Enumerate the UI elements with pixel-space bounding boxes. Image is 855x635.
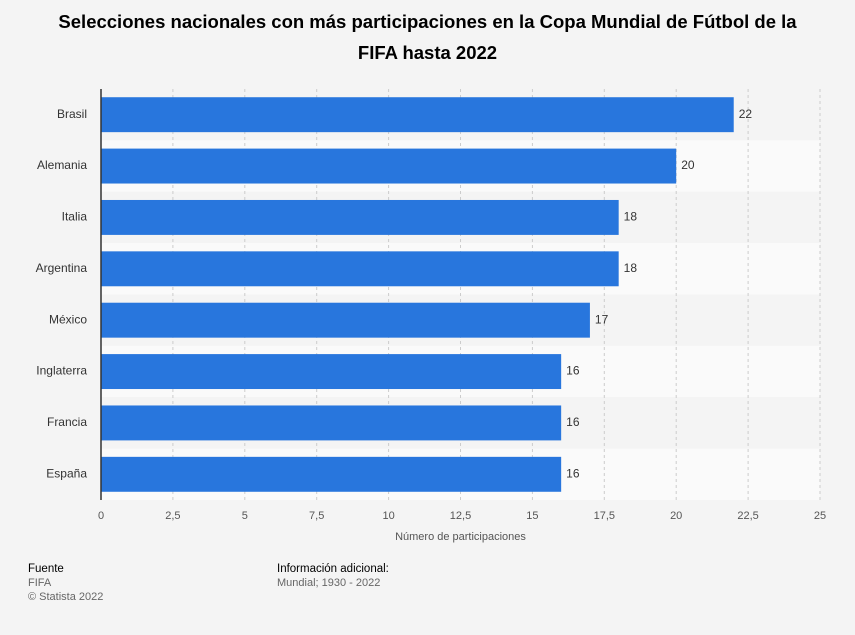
value-label: 20: [681, 158, 695, 172]
x-tick-label: 5: [242, 510, 248, 522]
value-label: 16: [566, 466, 580, 480]
x-tick-label: 12,5: [450, 510, 471, 522]
x-tick-label: 0: [98, 510, 104, 522]
y-tick-label: Argentina: [36, 261, 88, 275]
x-axis-title: Número de participaciones: [395, 531, 526, 543]
y-tick-label: México: [49, 312, 87, 326]
value-label: 22: [739, 107, 753, 121]
x-tick-label: 20: [670, 510, 682, 522]
source-block: Fuente FIFA © Statista 2022: [28, 562, 103, 604]
bar: [101, 405, 562, 441]
y-tick-label: España: [46, 466, 87, 480]
bar: [101, 456, 562, 492]
info-block: Información adicional: Mundial; 1930 - 2…: [277, 562, 389, 590]
x-tick-label: 25: [814, 510, 826, 522]
x-tick-label: 17,5: [594, 510, 615, 522]
source-label: Fuente: [28, 563, 64, 575]
value-label: 18: [624, 261, 638, 275]
bar: [101, 199, 619, 235]
y-tick-label: Inglaterra: [36, 364, 87, 378]
x-tick-label: 10: [382, 510, 394, 522]
info: Mundial; 1930 - 2022: [277, 577, 381, 589]
bar: [101, 97, 734, 133]
x-tick-label: 15: [526, 510, 538, 522]
chart-title: Selecciones nacionales con más participa…: [58, 11, 797, 63]
x-tick-label: 22,5: [737, 510, 758, 522]
bar: [101, 354, 562, 390]
y-tick-label: Francia: [47, 415, 87, 429]
bar: [101, 251, 619, 287]
value-label: 16: [566, 364, 580, 378]
value-label: 16: [566, 415, 580, 429]
source: FIFA: [28, 577, 52, 589]
x-tick-label: 7,5: [309, 510, 324, 522]
value-label: 18: [624, 210, 638, 224]
bar: [101, 302, 590, 338]
y-tick-label: Brasil: [57, 107, 87, 121]
bar: [101, 148, 677, 184]
value-label: 17: [595, 312, 609, 326]
y-tick-label: Alemania: [37, 158, 87, 172]
x-tick-label: 2,5: [165, 510, 180, 522]
info-label: Información adicional:: [277, 563, 389, 575]
y-tick-label: Italia: [62, 210, 88, 224]
chart: 0 2,5 5 7,5 10 12,5 15 17,5 20 22,5 25 Número de pa…: [36, 89, 826, 543]
copyright: © Statista 2022: [28, 591, 104, 603]
